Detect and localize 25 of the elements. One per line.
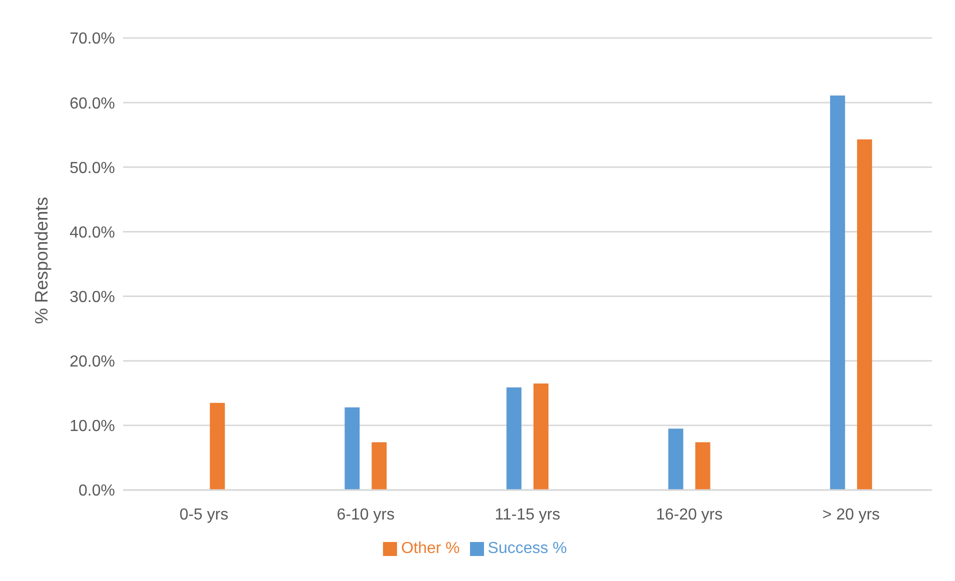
y-tick-label: 0.0% — [78, 482, 115, 500]
y-tick-label: 30.0% — [70, 288, 115, 306]
bar — [830, 95, 846, 490]
bar — [857, 139, 872, 490]
y-tick-label: 50.0% — [70, 160, 115, 177]
bar — [533, 383, 548, 490]
bar — [668, 428, 684, 490]
y-tick-label: 20.0% — [70, 354, 115, 371]
bar — [372, 442, 387, 490]
x-tick-label: 11-15 yrs — [494, 506, 560, 524]
y-axis-title: % Respondents — [31, 196, 52, 324]
bar — [506, 387, 522, 490]
y-tick-label: 40.0% — [70, 224, 115, 242]
x-tick-label: 0-5 yrs — [179, 506, 228, 524]
bar — [210, 402, 225, 490]
y-tick-label: 60.0% — [70, 95, 115, 112]
legend-label: Success % — [488, 540, 567, 557]
x-tick-label: > 20 yrs — [822, 506, 880, 524]
bar — [344, 407, 360, 490]
x-tick-label: 16-20 yrs — [656, 506, 723, 524]
legend-label: Other % — [401, 540, 460, 557]
bar — [695, 442, 710, 490]
x-tick-label: 6-10 yrs — [336, 506, 395, 524]
y-tick-label: 10.0% — [70, 418, 115, 436]
y-tick-label: 70.0% — [70, 30, 115, 48]
